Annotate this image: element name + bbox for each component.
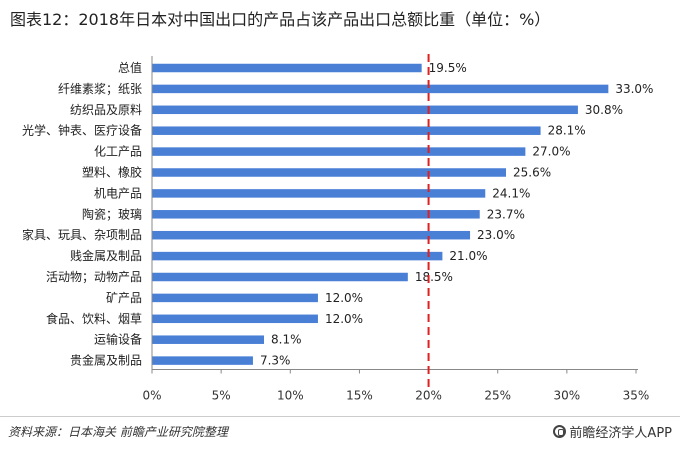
category-label: 化工产品 — [94, 145, 142, 159]
value-label: 8.1% — [271, 333, 302, 347]
bar — [152, 105, 578, 115]
value-label: 21.0% — [449, 249, 487, 263]
footer-divider — [0, 416, 680, 417]
category-label: 贵金属及制品 — [70, 353, 142, 368]
value-labels: 19.5% 33.0% 30.8% 28.1% 27.0% 25.6% 24.1% 23.7%… — [260, 61, 654, 368]
value-label: 12.0% — [325, 291, 363, 305]
category-label: 陶瓷；玻璃 — [82, 206, 142, 221]
bar — [152, 272, 408, 282]
bar — [152, 230, 471, 240]
x-tick-label: 25% — [484, 389, 511, 403]
value-label: 23.0% — [477, 228, 515, 242]
value-label: 27.0% — [532, 145, 570, 159]
category-labels: 总值纤维素浆；纸张纺织品及原料光学、钟表、医疗设备化工产品塑料、橡胶机电产品陶瓷… — [22, 60, 142, 368]
x-tick-label: 0% — [142, 389, 161, 403]
bar — [152, 251, 443, 261]
value-label: 28.1% — [548, 124, 586, 138]
bar — [152, 356, 253, 365]
value-label: 25.6% — [513, 166, 551, 180]
x-axis: 0% 5% 10% 15% 20% 25% 30% 35% — [142, 56, 649, 403]
bars — [152, 63, 609, 365]
bar — [152, 147, 526, 156]
bar — [152, 210, 480, 219]
category-label: 纤维素浆；纸张 — [58, 81, 142, 96]
x-tick-label: 15% — [346, 389, 373, 403]
category-label: 光学、钟表、医疗设备 — [22, 123, 142, 138]
value-label: 24.1% — [492, 186, 530, 200]
category-label: 机电产品 — [94, 186, 142, 200]
bar — [152, 189, 486, 198]
x-tick-label: 10% — [277, 389, 304, 403]
bar — [152, 293, 318, 303]
source-note: 资料来源：日本海关 前瞻产业研究院整理 — [8, 425, 228, 439]
value-label: 33.0% — [615, 82, 653, 96]
brand-attribution: 前瞻经济学人APP — [553, 422, 672, 441]
category-label: 活动物；动物产品 — [46, 270, 142, 284]
value-label: 18.5% — [415, 270, 453, 284]
value-label: 30.8% — [585, 103, 623, 117]
x-tick-label: 30% — [554, 389, 581, 403]
value-label: 12.0% — [325, 312, 363, 326]
category-label: 总值 — [118, 60, 142, 75]
category-label: 食品、饮料、烟草 — [46, 311, 142, 326]
category-label: 贱金属及制品 — [70, 248, 142, 263]
value-label: 7.3% — [260, 354, 291, 368]
x-tick-label: 20% — [415, 389, 442, 403]
category-label: 家具、玩具、杂项制品 — [22, 227, 142, 242]
bar — [152, 84, 609, 94]
bar — [152, 335, 265, 344]
category-label: 矿产品 — [106, 291, 142, 305]
category-label: 纺织品及原料 — [70, 103, 142, 117]
brand-name: 前瞻经济学人APP — [569, 426, 672, 441]
bar — [152, 63, 422, 73]
bar — [152, 314, 318, 324]
category-label: 塑料、橡胶 — [82, 165, 142, 180]
value-label: 19.5% — [429, 61, 467, 75]
bar — [152, 126, 541, 135]
value-label: 23.7% — [487, 207, 525, 221]
bar — [152, 168, 507, 177]
chart-title: 图表12：2018年日本对中国出口的产品占该产品出口总额比重（单位：%） — [10, 10, 551, 29]
x-tick-label: 5% — [212, 389, 231, 403]
x-tick-label: 35% — [623, 389, 650, 403]
category-label: 运输设备 — [94, 332, 142, 347]
brand-logo-icon — [553, 425, 567, 438]
